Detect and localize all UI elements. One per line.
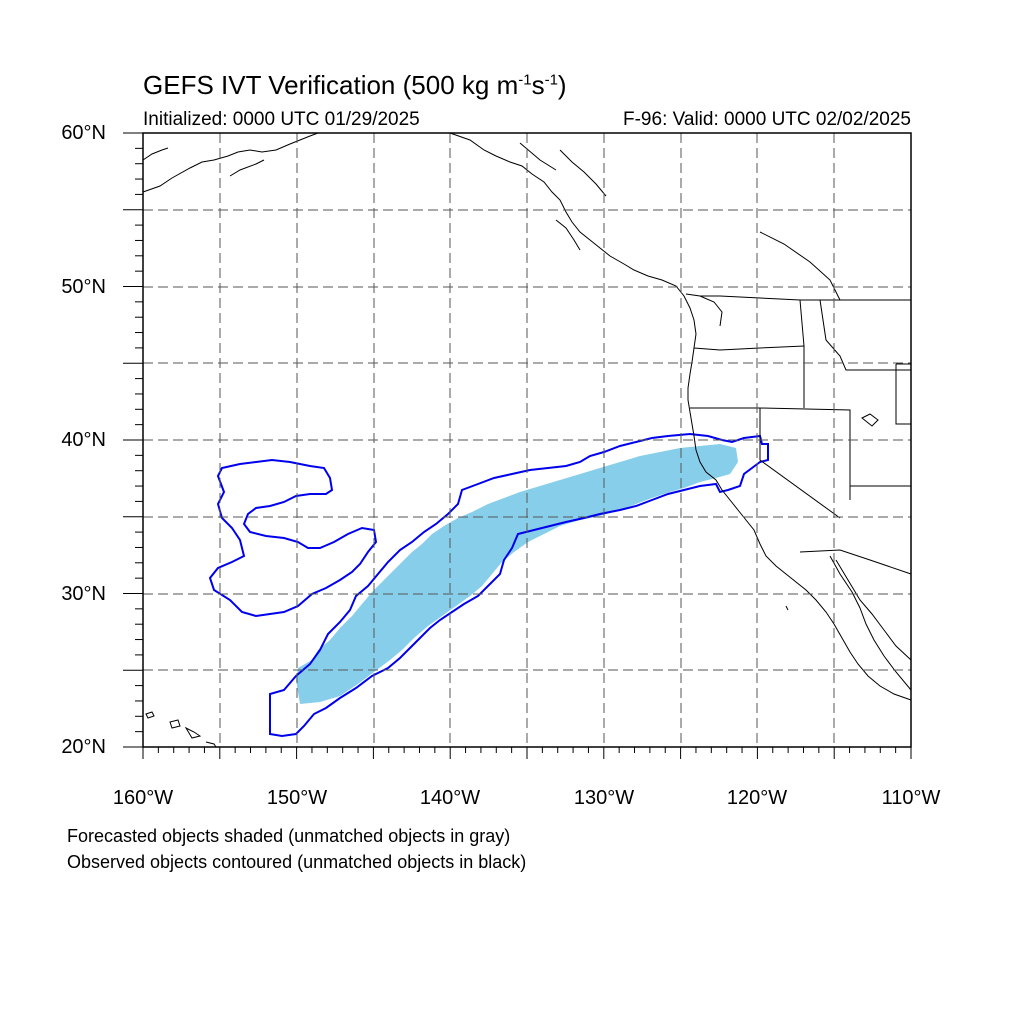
graticule [143,133,911,747]
init-time-label: Initialized: 0000 UTC 01/29/2025 [143,109,420,130]
lon-label-130w: 130°W [573,787,635,809]
axis-ticks [123,132,912,759]
lon-label-160w: 160°W [112,787,174,809]
lon-label-110w: 110°W [881,787,941,809]
valid-time-label: F-96: Valid: 0000 UTC 02/02/2025 [623,109,911,130]
observed-ivt-contour-west [208,458,378,618]
legend-observed-note: Observed objects contoured (unmatched ob… [67,852,527,872]
lon-label-150w: 150°W [266,787,328,809]
legend-forecast-note: Forecasted objects shaded (unmatched obj… [67,826,511,846]
lat-label-20n: 20°N [61,736,106,758]
lat-label-30n: 30°N [61,583,106,605]
observed-ivt-contour-ar [269,432,769,738]
lat-label-60n: 60°N [61,122,106,144]
forecast-ivt-object [296,444,738,704]
coastlines [142,132,912,748]
lon-label-140w: 140°W [419,787,481,809]
map-title: GEFS IVT Verification (500 kg m-1s-1) [143,70,567,100]
lat-label-50n: 50°N [61,276,106,298]
lat-label-40n: 40°N [61,429,106,451]
lon-label-120w: 120°W [726,787,788,809]
